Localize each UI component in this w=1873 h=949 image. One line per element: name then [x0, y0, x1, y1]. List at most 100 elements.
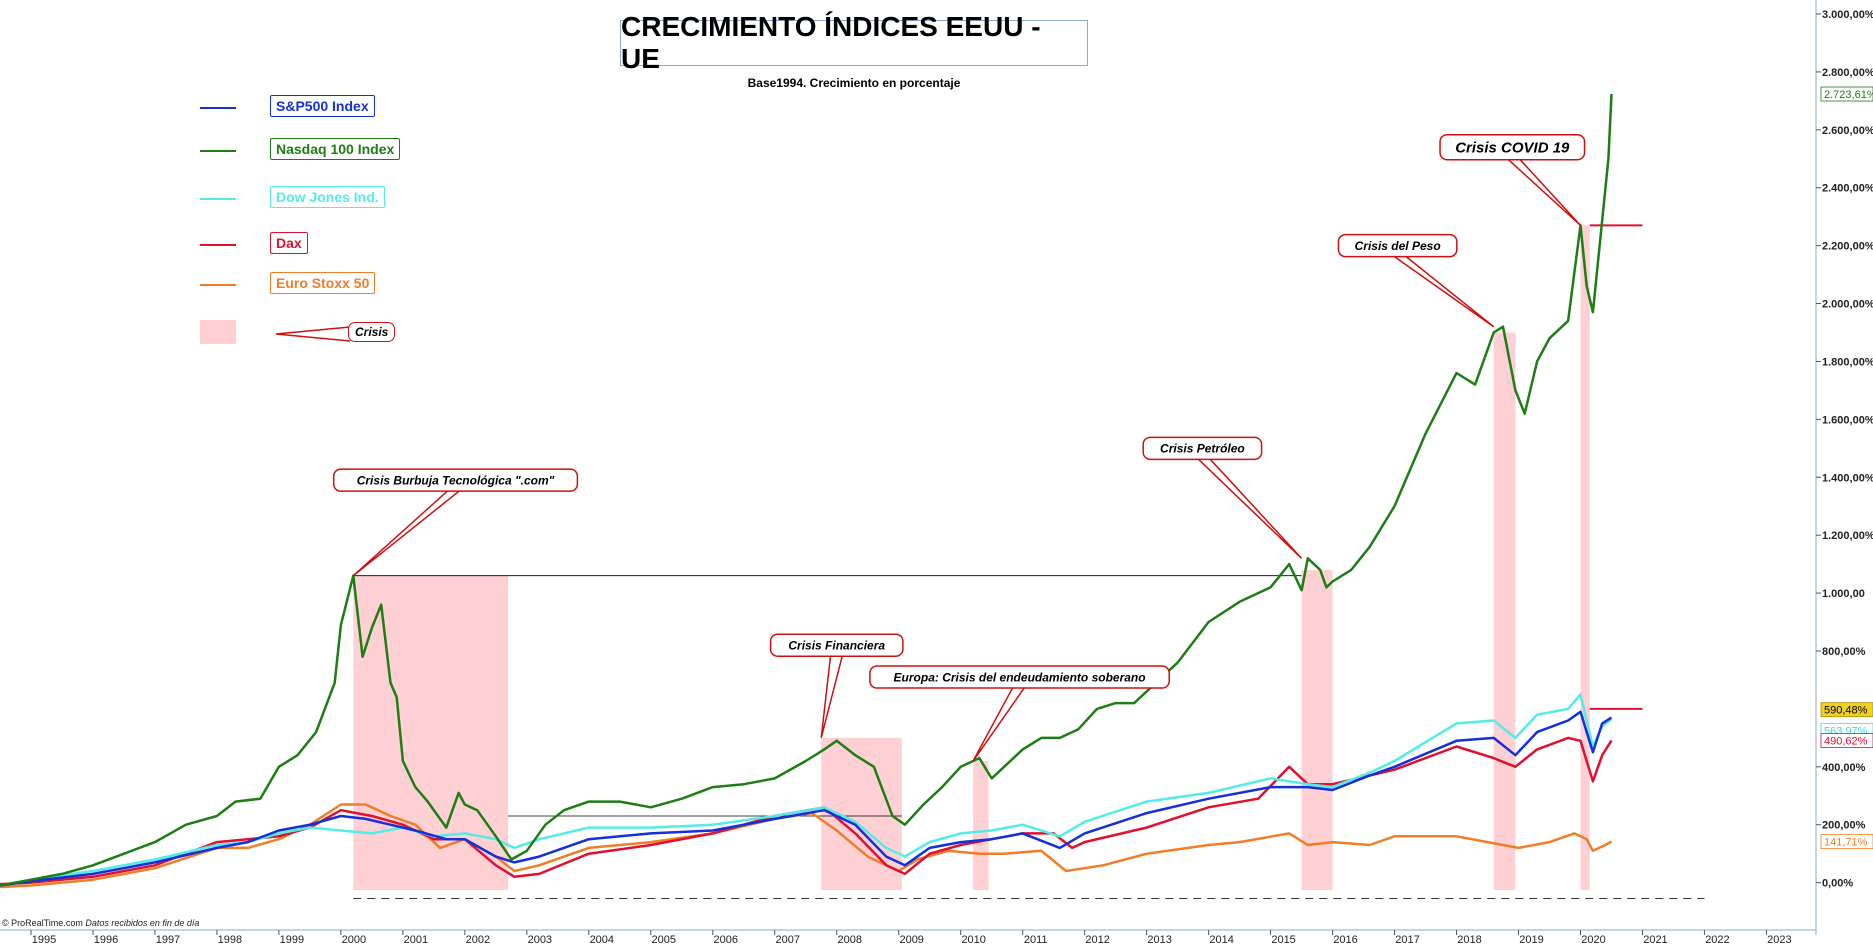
- y-tick-label-3: 800,00%: [1822, 646, 1866, 658]
- x-tick-label-4: 1999: [280, 934, 304, 946]
- annotation-label-3: Crisis Petróleo: [1160, 442, 1245, 456]
- chart-title: CRECIMIENTO ÍNDICES EEUU - UE: [620, 11, 1088, 74]
- x-tick-label-3: 1998: [218, 934, 242, 946]
- x-tick-label-5: 2000: [342, 934, 366, 946]
- legend-label-sp500: S&P500 Index: [270, 95, 375, 117]
- legend-line-dow: [200, 198, 236, 200]
- series-line-dow: [0, 693, 1613, 887]
- annotation-label-2: Europa: Crisis del endeudamiento soberan…: [894, 670, 1146, 684]
- legend-crisis-pointer: [275, 326, 351, 342]
- x-tick-label-9: 2004: [590, 934, 614, 946]
- series-line-sp500: [0, 710, 1613, 887]
- annotation-1: Crisis Financiera: [769, 633, 904, 739]
- annotation-5: Crisis COVID 19: [1439, 133, 1586, 226]
- x-tick-label-2: 1997: [156, 934, 180, 946]
- annotation-label-5: Crisis COVID 19: [1455, 140, 1570, 157]
- x-tick-label-20: 2015: [1271, 934, 1295, 946]
- last-value-badge-sp500: 590,48%: [1820, 702, 1873, 718]
- legend-crisis-label: Crisis: [348, 322, 396, 342]
- badge-label-dax: 490,62%: [1824, 736, 1868, 748]
- legend-label-nasdaq: Nasdaq 100 Index: [270, 138, 401, 160]
- annotation-label-1: Crisis Financiera: [788, 639, 885, 653]
- y-tick-label-14: 3.000,00%: [1822, 9, 1873, 21]
- legend-line-nasdaq: [200, 150, 236, 152]
- y-tick-label-1: 200,00%: [1822, 820, 1866, 832]
- badge-label-nasdaq: 2.723,61%: [1824, 89, 1873, 101]
- crisis-band-3: [1301, 569, 1333, 890]
- badge-label-sp500: 590,48%: [1824, 705, 1868, 717]
- legend-line-sp500: [200, 107, 236, 109]
- x-tick-label-11: 2006: [714, 934, 738, 946]
- annotation-pointer-3: [1195, 456, 1303, 559]
- last-value-badge-nasdaq: 2.723,61%: [1820, 86, 1873, 102]
- x-tick-label-16: 2011: [1024, 934, 1048, 946]
- crisis-band-4: [1493, 332, 1516, 891]
- x-tick-label-12: 2007: [776, 934, 800, 946]
- last-value-badge-dax: 490,62%: [1820, 733, 1873, 748]
- x-tick-label-18: 2013: [1147, 934, 1171, 946]
- annotation-pointer-5: [1505, 157, 1582, 226]
- series-line-stoxx: [0, 803, 1613, 889]
- annotation-label-0: Crisis Burbuja Tecnológica ".com": [357, 473, 555, 487]
- annotation-box-2: [869, 665, 1170, 689]
- y-tick-label-4: 1.000,00: [1822, 588, 1865, 600]
- legend-label-dax: Dax: [270, 232, 308, 254]
- y-tick-label-5: 1.200,00%: [1822, 530, 1873, 542]
- last-value-badge-stoxx: 141,71%: [1820, 834, 1873, 849]
- x-tick-label-14: 2009: [899, 934, 923, 946]
- crisis-band-0: [353, 575, 509, 890]
- x-tick-label-24: 2019: [1519, 934, 1543, 946]
- x-tick-label-25: 2020: [1581, 934, 1605, 946]
- y-tick-label-11: 2.400,00%: [1822, 183, 1873, 195]
- y-tick-label-6: 1.400,00%: [1822, 472, 1873, 484]
- badge-box-dax: [1820, 733, 1873, 748]
- chart-subtitle: Base1994. Crecimiento en porcentaje: [747, 76, 961, 90]
- y-tick-label-2: 400,00%: [1822, 762, 1866, 774]
- annotation-pointer-2: [972, 685, 1027, 762]
- annotation-label-4: Crisis del Peso: [1355, 239, 1441, 253]
- series-line-dax: [0, 736, 1613, 886]
- series-line-nasdaq: [0, 93, 1613, 887]
- crisis-bands: [353, 225, 1590, 891]
- x-tick-label-19: 2014: [1209, 934, 1233, 946]
- annotation-pointer-1: [820, 654, 844, 739]
- y-tick-label-13: 2.800,00%: [1822, 67, 1873, 79]
- badge-box-sp500: [1820, 702, 1873, 718]
- annotations: Crisis Burbuja Tecnológica ".com" Crisis …: [332, 133, 1586, 762]
- annotation-box-1: [769, 633, 904, 657]
- x-tick-label-13: 2008: [837, 934, 861, 946]
- x-tick-label-26: 2021: [1643, 934, 1667, 946]
- annotation-box-5: [1439, 133, 1586, 161]
- x-tick-label-27: 2022: [1705, 934, 1729, 946]
- annotation-0: Crisis Burbuja Tecnológica ".com": [332, 468, 579, 577]
- y-tick-label-7: 1.600,00%: [1822, 414, 1873, 426]
- annotation-pointer-0: [352, 488, 463, 577]
- x-tick-label-7: 2002: [466, 934, 490, 946]
- x-tick-label-8: 2003: [528, 934, 552, 946]
- y-tick-label-10: 2.200,00%: [1822, 241, 1873, 253]
- x-tick-label-10: 2005: [652, 934, 676, 946]
- x-tick-label-21: 2016: [1333, 934, 1357, 946]
- legend-label-stoxx: Euro Stoxx 50: [270, 272, 376, 294]
- annotation-box-0: [332, 468, 579, 492]
- x-tick-label-22: 2017: [1395, 934, 1419, 946]
- series-lines: [0, 93, 1613, 889]
- crisis-band-2: [973, 761, 989, 890]
- crisis-band-5: [1580, 225, 1590, 890]
- legend-line-stoxx: [200, 284, 236, 286]
- footer: © ProRealTime.com Datos recibidos en fin…: [2, 918, 199, 928]
- annotation-pointer-4: [1391, 254, 1495, 328]
- annotation-box-3: [1142, 436, 1263, 461]
- annotation-3: Crisis Petróleo: [1142, 436, 1303, 559]
- annotation-2: Europa: Crisis del endeudamiento soberan…: [869, 665, 1170, 762]
- legend-line-dax: [200, 244, 236, 246]
- x-tick-label-0: 1995: [32, 934, 56, 946]
- annotation-box-4: [1337, 233, 1458, 258]
- badge-box-nasdaq: [1820, 86, 1873, 102]
- badge-box-stoxx: [1820, 834, 1873, 849]
- footer-note: Datos recibidos en fin de día: [85, 918, 200, 928]
- annotation-4: Crisis del Peso: [1337, 233, 1495, 328]
- footer-source: © ProRealTime.com: [2, 918, 83, 928]
